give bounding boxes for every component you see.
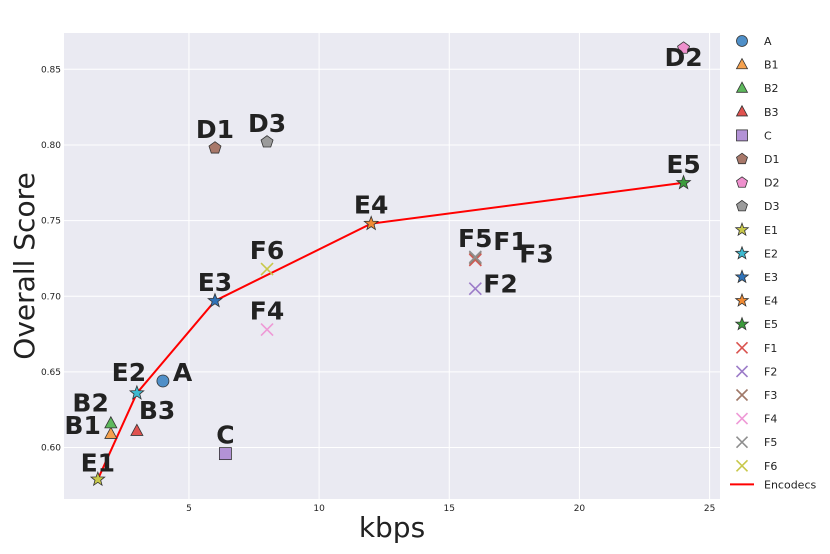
legend-label-d3: D3 (764, 200, 779, 213)
legend-marker-f2 (735, 365, 749, 378)
data-point-e4 (363, 215, 380, 231)
legend-marker-b1 (735, 57, 749, 70)
legend-marker-f3 (735, 388, 749, 402)
legend-label-f2: F2 (764, 365, 777, 378)
point-label-f6: F6 (250, 236, 284, 265)
legend-marker-f5 (735, 436, 749, 449)
x-tick-label: 10 (313, 504, 325, 514)
point-label-f5: F5 (458, 224, 492, 253)
legend-marker-a (736, 35, 748, 47)
data-point-d1 (208, 141, 222, 154)
legend-marker-b3 (735, 104, 749, 117)
legend-label-d1: D1 (764, 153, 779, 166)
point-label-f2: F2 (483, 270, 517, 299)
legend-marker-e3 (734, 269, 750, 284)
point-label-a: A (173, 358, 193, 387)
legend-marker-e1 (734, 222, 750, 237)
data-point-a (156, 374, 170, 388)
point-label-d2: D2 (664, 43, 702, 72)
ticks: 5 10 15 20 25 0.60 0.65 0.70 0.75 0.80 0.85 (41, 65, 715, 514)
data-point-f6 (260, 262, 274, 276)
point-label-e2: E2 (112, 358, 146, 387)
point-label-e4: E4 (354, 191, 388, 220)
point-label-d3: D3 (248, 109, 286, 138)
point-label-f1: F1 (493, 227, 527, 256)
legend-marker-f1 (735, 341, 749, 354)
data-point-c (218, 447, 232, 461)
point-label-e5: E5 (666, 150, 700, 179)
legend-label-a: A (764, 35, 772, 48)
data-point-f4 (260, 322, 274, 337)
point-label-f4: F4 (250, 297, 284, 326)
legend-label-d2: D2 (764, 177, 779, 190)
legend-label-e2: E2 (764, 247, 778, 260)
legend-marker-d2 (736, 176, 748, 188)
legend-label-e4: E4 (764, 295, 778, 308)
legend-marker-d1 (736, 152, 748, 165)
data-point-e5 (675, 174, 692, 190)
legend-marker-f6 (735, 459, 749, 472)
point-label-b3: B3 (139, 396, 175, 425)
x-tick-label: 15 (444, 504, 455, 514)
y-tick-label: 0.65 (41, 368, 61, 378)
data-point-d3 (260, 135, 274, 148)
x-tick-label: 5 (186, 504, 192, 514)
data-point-e3 (207, 292, 223, 308)
point-label-e1: E1 (81, 448, 115, 477)
data-point-b2 (104, 415, 118, 429)
point-label-f3: F3 (519, 239, 553, 268)
x-tick-label: 20 (574, 504, 586, 514)
legend-marker-e2 (734, 245, 750, 260)
legend-label-b2: B2 (764, 82, 779, 95)
point-label-b1: B1 (64, 411, 100, 440)
y-tick-label: 0.75 (41, 217, 61, 227)
legend-marker-e4 (734, 292, 750, 307)
legend-label-encodecs: Encodecs (764, 478, 816, 491)
legend-marker-b2 (735, 81, 749, 93)
y-tick-label: 0.80 (41, 141, 61, 151)
legend-marker-f4 (735, 412, 749, 425)
legend-label-f5: F5 (764, 436, 777, 449)
legend: A B1 B2 B3 C D1 D2 D3 E1 E2 E3 E4 E5 F1 F2 F3 F4 F5 F6 Enco… (730, 35, 816, 491)
data-point-f1 (468, 253, 482, 267)
legend-label-f1: F1 (764, 342, 777, 355)
legend-marker-c (736, 129, 748, 142)
plot-background (64, 33, 720, 499)
data-point-e1 (89, 470, 106, 487)
y-tick-label: 0.70 (41, 292, 61, 302)
data-point-d2 (677, 41, 691, 54)
legend-label-f3: F3 (764, 389, 777, 402)
legend-label-b3: B3 (764, 106, 779, 119)
legend-label-e3: E3 (764, 271, 778, 284)
y-tick-label: 0.85 (41, 65, 61, 75)
y-tick-label: 0.60 (41, 444, 61, 454)
point-label-d1: D1 (196, 115, 234, 144)
legend-label-e5: E5 (764, 318, 778, 331)
legend-label-f4: F4 (764, 413, 777, 426)
point-label-b2: B2 (72, 388, 108, 417)
data-point-f5 (468, 250, 482, 264)
legend-marker-e5 (734, 316, 750, 331)
data-point-b3 (130, 423, 144, 436)
legend-label-c: C (764, 129, 772, 142)
data-point-f2 (468, 282, 482, 296)
data-point-e2 (128, 384, 145, 400)
x-axis-label: kbps (359, 511, 425, 544)
legend-marker-d3 (736, 199, 748, 212)
data-point-f3 (468, 251, 482, 266)
legend-label-b1: B1 (764, 59, 779, 72)
x-tick-label: 25 (704, 504, 715, 514)
points (89, 41, 692, 487)
point-label-c: C (216, 421, 234, 450)
data-point-b1 (104, 426, 118, 439)
point-label-e3: E3 (198, 268, 232, 297)
y-axis-label: Overall Score (8, 172, 41, 359)
legend-label-e1: E1 (764, 224, 778, 237)
legend-label-f6: F6 (764, 460, 777, 473)
